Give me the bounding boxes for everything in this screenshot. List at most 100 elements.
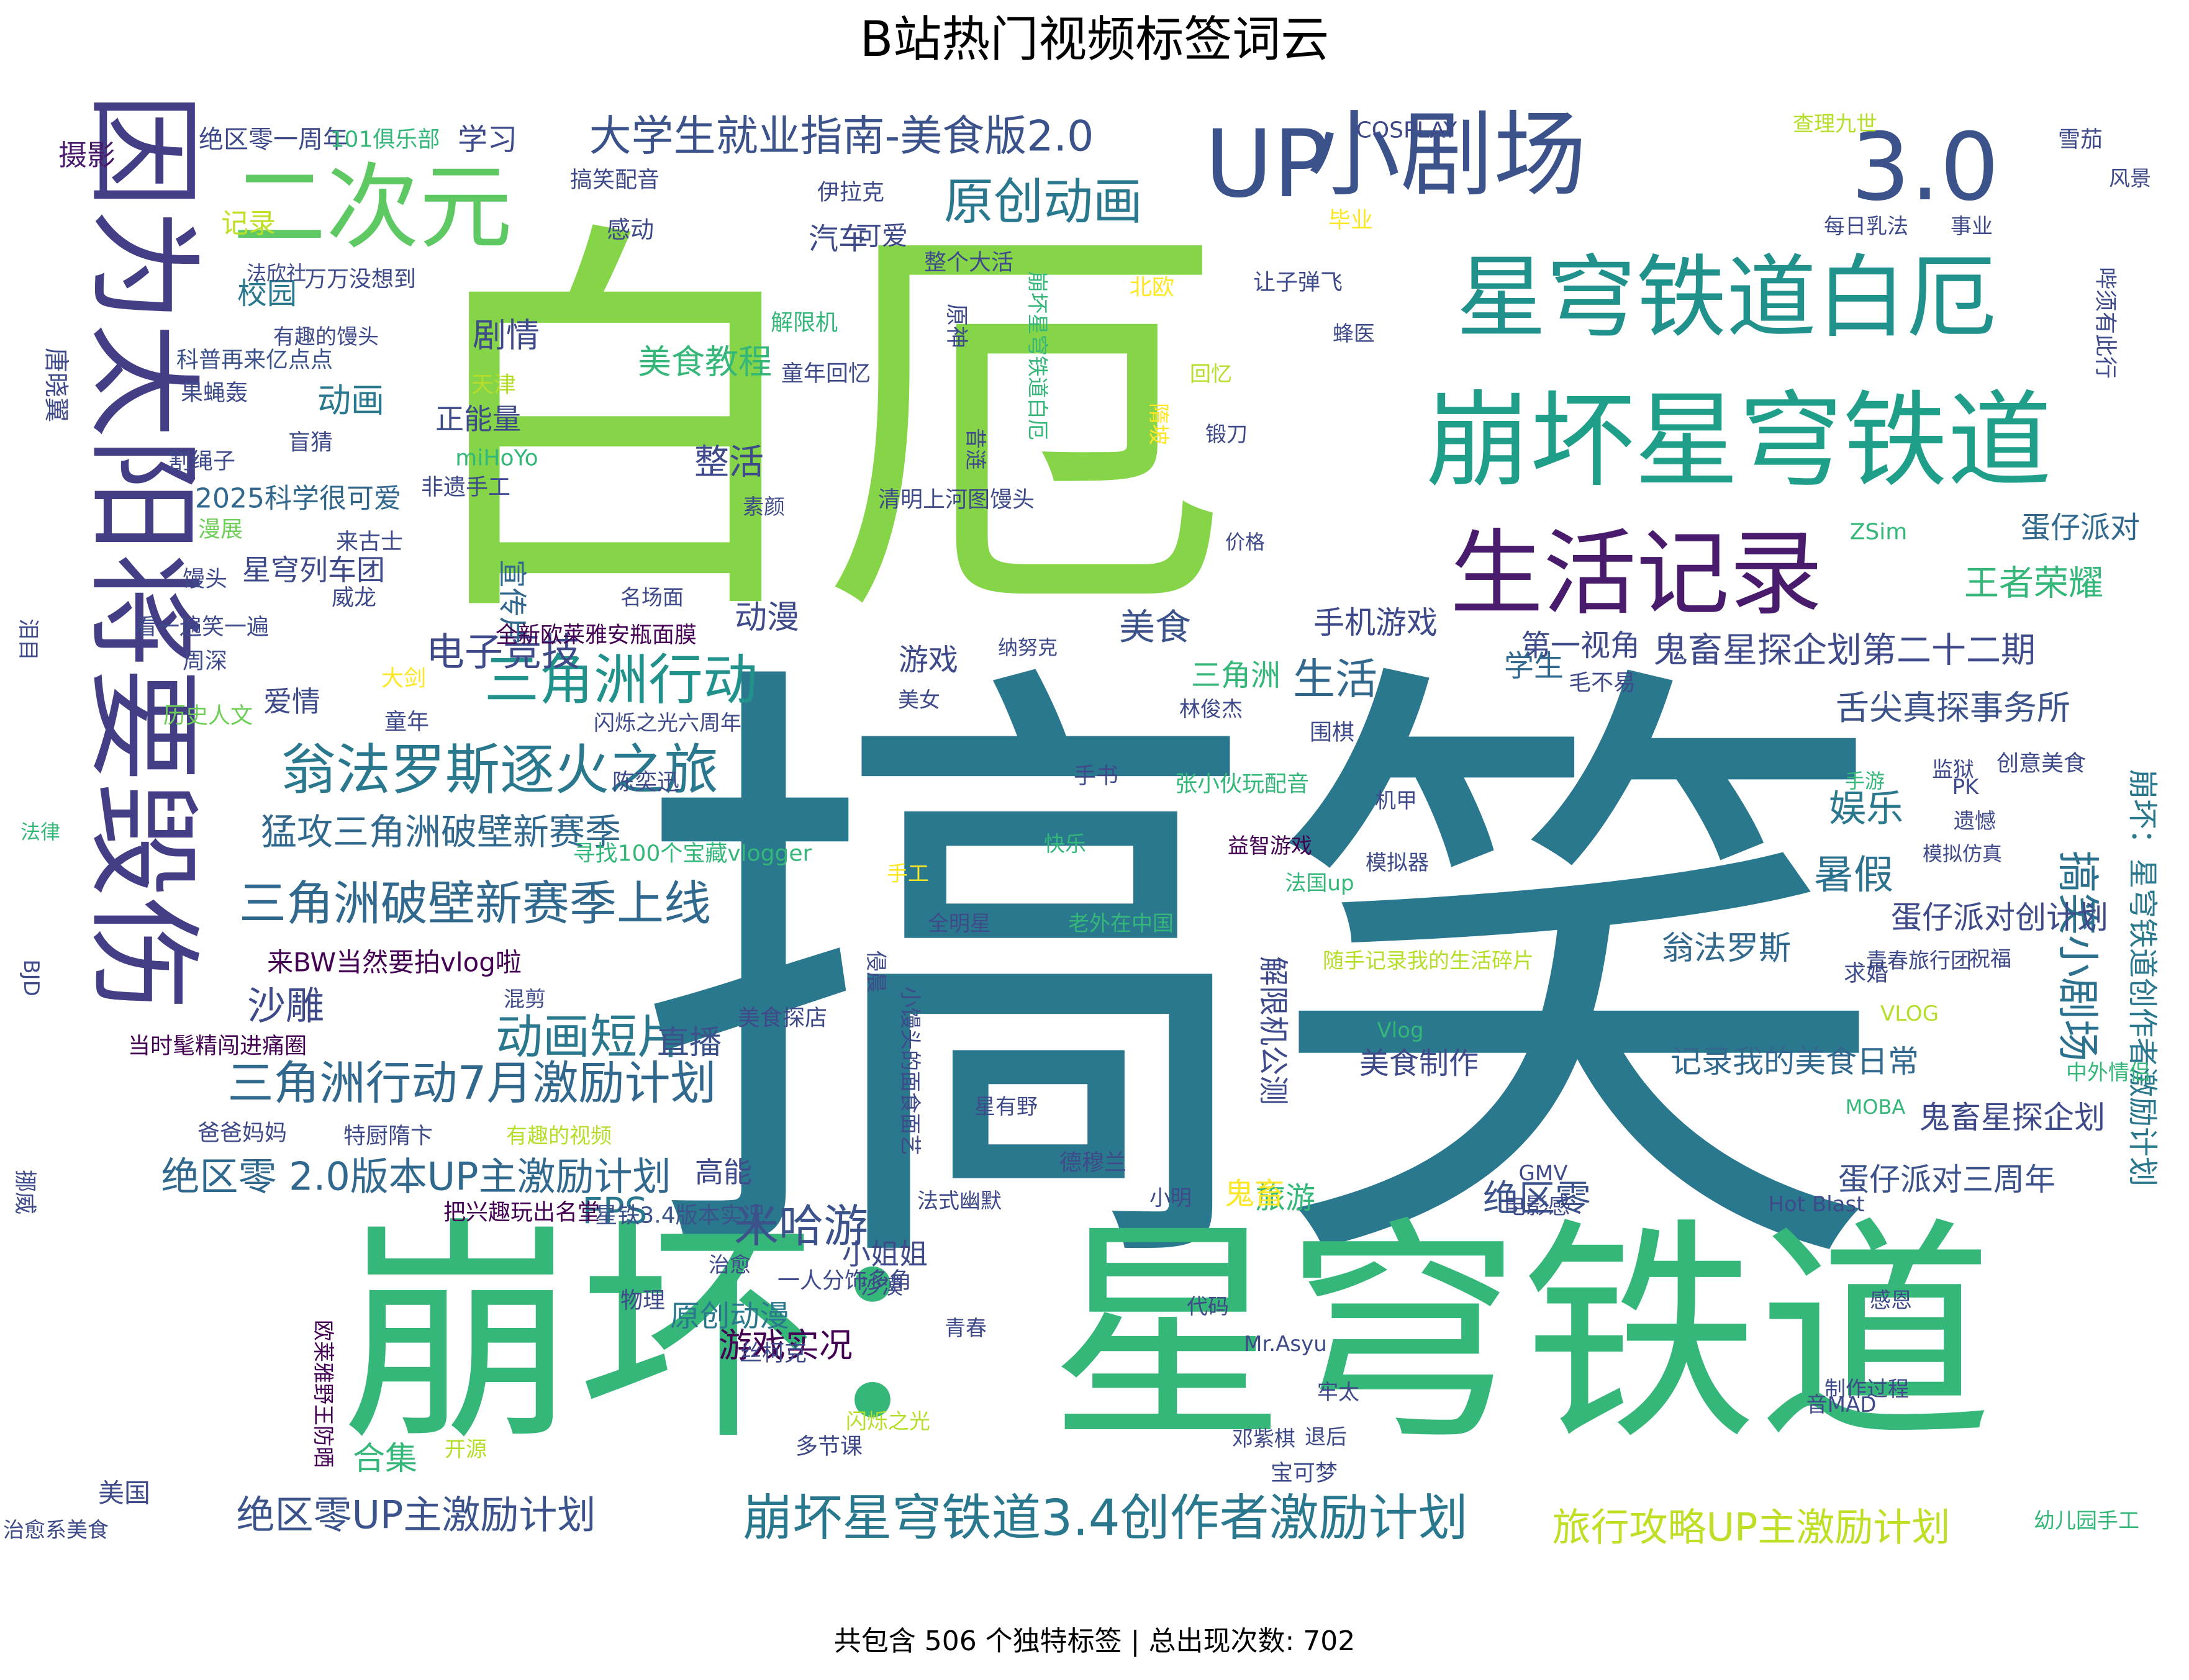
word-137: 让子弹飞: [1253, 270, 1343, 296]
word-95: 威龙: [332, 585, 376, 611]
word-38: 绝区零: [1483, 1177, 1591, 1219]
word-57: FPS: [582, 1190, 647, 1232]
word-69: 爱情: [263, 685, 320, 718]
word-30: 暑假: [1814, 852, 1893, 898]
word-34: 记录我的美食日常: [1670, 1044, 1919, 1080]
word-93: 来古士: [336, 530, 403, 555]
word-176: 侵晨: [863, 951, 888, 993]
word-46: 学生: [1504, 649, 1564, 684]
word-86: 天津: [471, 373, 516, 398]
word-110: 当时髦精闯进痛圈: [128, 1034, 307, 1059]
word-134: 事业: [1951, 214, 1993, 239]
word-105: 法律: [20, 820, 60, 844]
word-182: MOBA: [1846, 1095, 1906, 1119]
word-177: 求婚: [1844, 961, 1888, 987]
word-120: 物理: [620, 1288, 665, 1314]
word-188: 小明: [1149, 1186, 1192, 1211]
word-199: 宝可梦: [1271, 1461, 1338, 1486]
word-5: 星穹铁道白厄: [1456, 246, 1996, 351]
word-122: 丝柯克: [740, 1341, 807, 1366]
word-26: 鬼畜星探企划第二十二期: [1653, 631, 2036, 671]
word-194: 制作过程: [1824, 1377, 1909, 1402]
word-129: 查理九世: [1793, 112, 1877, 137]
word-200: 幼儿园手工: [2034, 1509, 2139, 1533]
word-124: 开源: [445, 1437, 487, 1462]
word-104: 名场面: [620, 585, 684, 610]
word-102: 闪烁之光六周年: [594, 711, 741, 736]
word-133: 每日乳法: [1824, 214, 1908, 239]
word-62: 游戏实况: [718, 1326, 853, 1365]
word-147: 锻刀: [1205, 422, 1248, 447]
word-196: 音MAD: [1806, 1393, 1877, 1417]
word-109: 混剪: [504, 987, 546, 1012]
word-161: 监狱: [1932, 757, 1974, 782]
word-112: 特厨隋卞: [343, 1124, 433, 1149]
word-14: 三角洲行动7月激励计划: [227, 1057, 716, 1110]
word-183: 星有野: [974, 1095, 1038, 1119]
word-141: 原神: [944, 304, 969, 348]
word-179: VLOG: [1880, 1001, 1939, 1026]
word-11: 三角洲行动: [484, 648, 758, 712]
word-193: Mr.Asyu: [1244, 1332, 1327, 1357]
word-54: 校园: [237, 276, 297, 311]
word-53: 汽车: [809, 222, 868, 256]
word-74: 绝区零一周年: [199, 125, 348, 154]
word-116: 把兴趣玩出名堂: [443, 1200, 600, 1226]
word-48: 动画: [317, 381, 384, 420]
word-152: 纳努克: [998, 636, 1058, 659]
word-143: 蜂医: [1333, 322, 1375, 346]
word-0: 搞笑: [637, 616, 1891, 1346]
word-44: 三角洲: [1191, 658, 1280, 693]
word-90: miHoYo: [455, 446, 538, 471]
word-85: 有趣的馒头: [273, 325, 379, 350]
word-3: 因为太阳将要毁伤: [76, 93, 210, 1012]
word-131: 风景: [2109, 166, 2151, 191]
word-42: 手机游戏: [1313, 605, 1438, 641]
word-148: 素颜: [743, 495, 785, 520]
word-173: 随手记录我的生活碎片: [1323, 949, 1534, 973]
word-169: 手工: [887, 862, 929, 887]
word-17: 原创动画: [944, 173, 1143, 231]
word-73: 摄影: [58, 138, 116, 172]
word-144: 昔涟: [963, 428, 987, 470]
word-89: 割绳子: [168, 449, 235, 474]
word-12: 翁法罗斯逐火之旅: [281, 738, 718, 802]
word-99: 大剑: [381, 666, 426, 692]
word-136: 北欧: [1130, 275, 1174, 300]
word-121: 沙漠: [861, 1275, 903, 1299]
word-52: 学习: [458, 122, 517, 157]
word-51: 美食教程: [638, 343, 772, 382]
word-22: 电子竞技: [426, 630, 580, 675]
word-66: 美食制作: [1359, 1046, 1479, 1081]
word-190: 代码: [1187, 1294, 1229, 1319]
word-78: 可爱: [856, 221, 908, 251]
word-45: 第一视角: [1521, 628, 1640, 663]
word-35: 鬼畜星探企划: [1919, 1100, 2105, 1136]
word-60: 高能: [695, 1155, 752, 1189]
chart-footer: 共包含 506 个独特标签 | 总出现次数: 702: [833, 1625, 1356, 1657]
word-125: 多节课: [795, 1434, 863, 1460]
word-4: 崩坏星穹铁道: [1426, 380, 2052, 502]
word-150: 价格: [1225, 530, 1265, 554]
word-55: 沙雕: [247, 983, 324, 1029]
word-77: 记录: [221, 208, 276, 240]
word-117: 星铁3.4版本实况: [595, 1203, 764, 1229]
word-21: 米哈游: [734, 1200, 868, 1252]
word-101: 童年: [384, 710, 429, 735]
word-142: 崩坏星穹铁道白厄: [1025, 271, 1049, 440]
word-157: 手游: [1845, 769, 1885, 793]
word-65: 鬼畜: [1225, 1176, 1284, 1211]
word-145: 回忆: [1190, 362, 1232, 387]
word-156: 毛不易: [1569, 671, 1636, 696]
word-167: 模拟器: [1366, 851, 1429, 875]
word-191: 青春: [945, 1316, 987, 1341]
word-192: 感恩: [1870, 1288, 1912, 1313]
word-25: 绝区零UP主激励计划: [237, 1493, 596, 1538]
word-111: 爸爸妈妈: [197, 1121, 287, 1146]
word-149: 清明上河图馒头: [878, 487, 1035, 513]
word-146: 隋坡: [1146, 403, 1171, 445]
word-80: 感动: [607, 216, 654, 243]
word-106: BJD: [19, 959, 43, 996]
word-180: 小馒头的面食面艺: [897, 987, 922, 1155]
word-187: 法式幽默: [917, 1189, 1002, 1214]
